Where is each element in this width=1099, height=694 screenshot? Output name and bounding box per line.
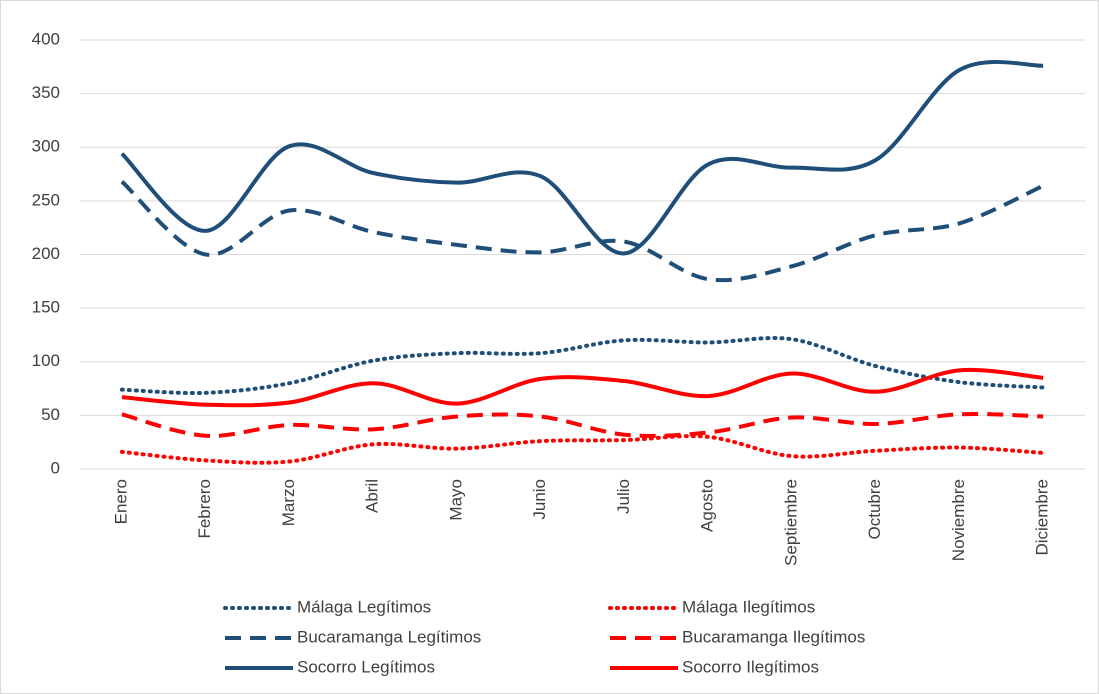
x-tick-label: Junio xyxy=(530,479,549,520)
x-tick-label: Diciembre xyxy=(1033,479,1052,556)
legend-label: Málaga Ilegítimos xyxy=(682,597,815,616)
series-line xyxy=(121,412,1044,438)
legend-label: Socorro Legítimos xyxy=(297,657,435,676)
y-tick-label: 150 xyxy=(32,298,60,317)
y-tick-label: 200 xyxy=(32,244,60,263)
y-tick-label: 300 xyxy=(32,137,60,156)
legend-label: Bucaramanga Ilegítimos xyxy=(682,627,865,646)
legend-label: Málaga Legítimos xyxy=(297,597,431,616)
series-line xyxy=(121,367,1044,408)
x-tick-label: Febrero xyxy=(195,479,214,539)
legend-label: Socorro Ilegítimos xyxy=(682,657,819,676)
y-tick-label: 50 xyxy=(41,405,60,424)
x-tick-label: Octubre xyxy=(865,479,884,539)
x-tick-label: Septiembre xyxy=(781,479,800,566)
x-tick-label: Enero xyxy=(111,479,130,524)
x-tick-label: Julio xyxy=(614,479,633,514)
y-tick-label: 400 xyxy=(32,29,60,48)
x-tick-label: Noviembre xyxy=(949,479,968,561)
x-tick-label: Abril xyxy=(363,479,382,513)
series-line xyxy=(120,180,1044,283)
series-line xyxy=(119,336,1046,396)
y-tick-label: 350 xyxy=(32,83,60,102)
series-line xyxy=(120,59,1044,256)
x-tick-label: Marzo xyxy=(279,479,298,526)
y-tick-label: 250 xyxy=(32,190,60,209)
y-tick-label: 0 xyxy=(51,458,60,477)
y-tick-label: 100 xyxy=(32,351,60,370)
series-line xyxy=(119,434,1046,465)
x-tick-label: Mayo xyxy=(446,479,465,521)
legend-label: Bucaramanga Legítimos xyxy=(297,627,481,646)
x-tick-label: Agosto xyxy=(698,479,717,532)
